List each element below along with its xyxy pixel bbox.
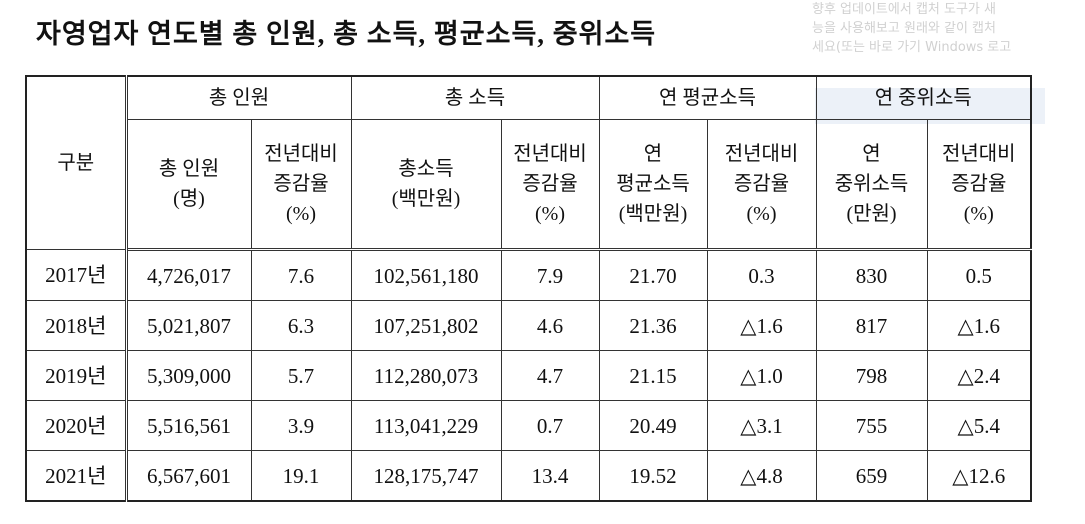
cell: 6,567,601: [125, 450, 252, 502]
year-cell: 2020년: [25, 400, 128, 451]
cell: △2.4: [926, 350, 1032, 401]
cell: 4.6: [500, 300, 600, 351]
group-header: 총 소득: [350, 75, 600, 120]
sub-header: 연 중위소득 (만원): [815, 119, 928, 251]
cell: 5,309,000: [125, 350, 252, 401]
cell: 0.5: [926, 249, 1032, 301]
cell: 5,516,561: [125, 400, 252, 451]
cell: 19.1: [250, 450, 352, 502]
notification-line: 능을 사용해보고 원래와 같이 캡처: [812, 21, 996, 36]
sub-header: 총 인원 (명): [125, 119, 252, 251]
cell: 7.9: [500, 249, 600, 301]
notification-line: 향후 업데이트에서 캡처 도구가 새: [812, 2, 996, 17]
cell: △1.0: [706, 350, 817, 401]
year-cell: 2017년: [25, 249, 128, 301]
group-header: 연 평균소득: [598, 75, 817, 120]
sub-header: 연 평균소득 (백만원): [598, 119, 708, 251]
cell: 817: [815, 300, 928, 351]
cell: 7.6: [250, 249, 352, 301]
sub-header: 전년대비 증감율 (%): [250, 119, 352, 251]
sub-header: 전년대비 증감율 (%): [500, 119, 600, 251]
cell: 128,175,747: [350, 450, 502, 502]
cell: △4.8: [706, 450, 817, 502]
cell: 659: [815, 450, 928, 502]
title: 자영업자 연도별 총 인원, 총 소득, 평균소득, 중위소득: [36, 19, 657, 49]
cell: 830: [815, 249, 928, 301]
cell: △1.6: [926, 300, 1032, 351]
sub-header: 전년대비 증감율 (%): [706, 119, 817, 251]
cell: 0.3: [706, 249, 817, 301]
corner-header: 구분: [25, 75, 128, 250]
cell: 4.7: [500, 350, 600, 401]
cell: 5,021,807: [125, 300, 252, 351]
cell: 19.52: [598, 450, 708, 502]
cell: 102,561,180: [350, 249, 502, 301]
year-cell: 2019년: [25, 350, 128, 401]
cell: 4,726,017: [125, 249, 252, 301]
cell: △1.6: [706, 300, 817, 351]
group-header: 연 중위소득: [815, 75, 1032, 120]
cell: 13.4: [500, 450, 600, 502]
cell: △12.6: [926, 450, 1032, 502]
cell: △5.4: [926, 400, 1032, 451]
cell: 21.70: [598, 249, 708, 301]
data-table: 구분 총 인원 총 소득 연 평균소득 연 중위소득 총 인원 (명) 전년대비 증감율 (…: [25, 75, 1032, 502]
cell: 20.49: [598, 400, 708, 451]
cell: 798: [815, 350, 928, 401]
data-row: 2019년 5,309,000 5.7 112,280,073 4.7 21.15 △1.0…: [25, 350, 1032, 401]
sub-header-row: 총 인원 (명) 전년대비 증감율 (%) 총소득 (백만원) 전년대비 증감율 (%…: [26, 119, 1032, 251]
cell: 107,251,802: [350, 300, 502, 351]
data-row: 2017년 4,726,017 7.6 102,561,180 7.9 21.70 0.3 8…: [25, 249, 1032, 301]
year-cell: 2018년: [25, 300, 128, 351]
cell: 755: [815, 400, 928, 451]
cell: 113,041,229: [350, 400, 502, 451]
data-row: 2020년 5,516,561 3.9 113,041,229 0.7 20.49 △3.1…: [25, 400, 1032, 451]
cell: 21.36: [598, 300, 708, 351]
sub-header: 전년대비 증감율 (%): [926, 119, 1032, 251]
notification-line: 세요(또는 바로 가기 Windows 로고: [812, 40, 1012, 55]
cell: 3.9: [250, 400, 352, 451]
cell: 21.15: [598, 350, 708, 401]
cell: 112,280,073: [350, 350, 502, 401]
year-cell: 2021년: [25, 450, 128, 502]
data-row: 2021년 6,567,601 19.1 128,175,747 13.4 19.52 △4…: [25, 450, 1032, 502]
cell: 5.7: [250, 350, 352, 401]
cell: 6.3: [250, 300, 352, 351]
cell: 0.7: [500, 400, 600, 451]
group-header-row: 구분 총 인원 총 소득 연 평균소득 연 중위소득: [25, 75, 1032, 250]
group-header: 총 인원: [125, 75, 352, 120]
data-row: 2018년 5,021,807 6.3 107,251,802 4.6 21.36 △1.6…: [25, 300, 1032, 351]
sub-header: 총소득 (백만원): [350, 119, 502, 251]
cell: △3.1: [706, 400, 817, 451]
